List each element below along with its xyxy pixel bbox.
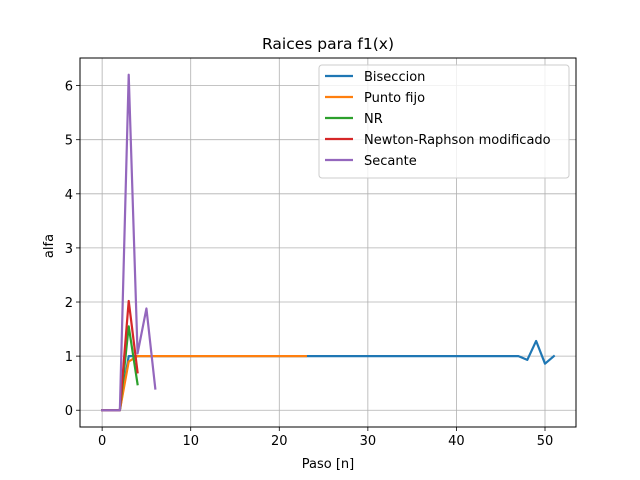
series-line-secante — [101, 73, 157, 412]
chart-title: Raices para f1(x) — [262, 35, 394, 53]
x-tick-label: 10 — [182, 434, 199, 449]
y-tick-label: 5 — [65, 134, 73, 149]
y-axis-title: alfa — [42, 234, 57, 258]
x-tick-label: 40 — [448, 434, 465, 449]
axis-ticks: 0 10 20 30 40 50 0 1 2 3 4 5 6 — [65, 80, 554, 449]
x-tick-label: 20 — [271, 434, 288, 449]
legend-label: Punto fijo — [364, 91, 425, 106]
legend-label: Biseccion — [364, 70, 425, 85]
legend-label: Newton-Raphson modificado — [364, 133, 551, 148]
x-tick-label: 50 — [537, 434, 554, 449]
legend-label: NR — [364, 112, 383, 127]
y-tick-label: 3 — [65, 242, 73, 257]
legend: Biseccion Punto fijo NR Newton-Raphson modi… — [318, 64, 570, 179]
y-tick-label: 2 — [65, 296, 73, 311]
x-tick-label: 30 — [360, 434, 377, 449]
y-tick-label: 4 — [65, 188, 73, 203]
legend-box — [318, 64, 570, 179]
y-tick-label: 1 — [65, 350, 73, 365]
y-tick-label: 0 — [65, 404, 73, 419]
x-axis-title: Paso [n] — [302, 457, 354, 472]
plot-series — [101, 73, 556, 412]
plot-frame — [79, 57, 577, 428]
legend-label: Secante — [364, 154, 417, 169]
y-tick-label: 6 — [65, 80, 73, 95]
x-tick-label: 0 — [98, 434, 106, 449]
